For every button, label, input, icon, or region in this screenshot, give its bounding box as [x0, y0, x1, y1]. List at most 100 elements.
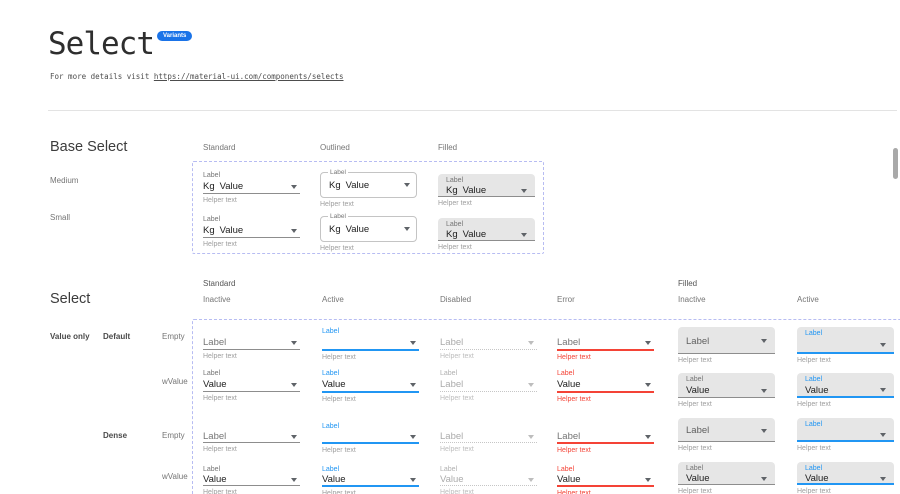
column-header-error: Error [557, 295, 575, 304]
group-header-filled: Filled [678, 279, 698, 288]
base-select-component-frame [192, 161, 544, 254]
helper-text: Helper text [203, 489, 237, 494]
helper-text: Helper text [440, 489, 474, 494]
row-label-wvalue: wValue [162, 377, 188, 386]
base-select-heading: Base Select [50, 139, 128, 155]
select-dense-disabled-empty: Label Helper text [440, 422, 537, 453]
select-filled-active-empty: Label Helper text [797, 327, 894, 364]
helper-text: Helper text [557, 490, 591, 494]
dropdown-arrow-icon [521, 232, 527, 237]
select-filled-inactive-value: Label Value Helper text [678, 373, 775, 408]
select-control[interactable]: Label [203, 431, 300, 443]
select-standard-disabled-empty: Label Helper text [440, 327, 537, 360]
select-control[interactable]: Label Value [678, 373, 775, 398]
dropdown-arrow-icon [645, 477, 651, 482]
select-standard-error-empty: Label Helper text [557, 327, 654, 361]
select-value: Value [686, 473, 710, 484]
row-label-small: Small [50, 213, 71, 222]
header-divider [48, 110, 897, 111]
base-filled-medium: Label Kg Value Helper text [438, 174, 535, 207]
select-standard-active-value: Label Value Helper text [322, 369, 419, 403]
select-control[interactable]: Label Kg Value [320, 213, 417, 242]
select-control[interactable]: Kg Value [203, 224, 300, 238]
helper-text: Helper text [322, 396, 356, 403]
select-control[interactable]: Label [797, 327, 894, 354]
select-filled-active-value: Label Value Helper text [797, 373, 894, 408]
select-value: Value [322, 379, 346, 390]
select-control[interactable]: Label Value [678, 462, 775, 485]
floating-label [203, 327, 300, 336]
select-control[interactable]: Label [678, 327, 775, 354]
select-control[interactable]: Value [322, 474, 419, 487]
floating-label: Label [203, 216, 221, 223]
select-value: Value [219, 181, 244, 192]
select-control[interactable] [322, 431, 419, 444]
select-control[interactable]: Label Kg Value [438, 218, 535, 241]
select-control[interactable]: Label [203, 336, 300, 350]
adornment: Kg [203, 181, 215, 192]
column-header-disabled: Disabled [440, 295, 472, 304]
dropdown-arrow-icon [880, 432, 886, 437]
select-placeholder: Label [203, 431, 227, 442]
select-value: Value [557, 379, 581, 390]
floating-label: Label [805, 465, 823, 472]
floating-label: Label [557, 466, 575, 473]
select-value: Value [322, 474, 346, 485]
select-control[interactable]: Label Kg Value [438, 174, 535, 197]
select-dense-error-empty: Label Helper text [557, 422, 654, 454]
select-filled-inactive-empty: Label Helper text [678, 327, 775, 364]
select-dense-active-empty: Label Helper text [322, 422, 419, 454]
select-control[interactable]: Value [203, 474, 300, 486]
floating-label: Label [805, 330, 823, 337]
select-control[interactable]: Label [678, 418, 775, 442]
dropdown-arrow-icon [291, 434, 297, 439]
dropdown-arrow-icon [645, 382, 651, 387]
select-control[interactable]: Label [557, 431, 654, 444]
select-control: Label [440, 378, 537, 392]
floating-label: Label [322, 466, 340, 473]
select-control[interactable]: Value [322, 378, 419, 393]
select-value: Value [462, 229, 487, 240]
dropdown-arrow-icon [410, 434, 416, 439]
select-control[interactable]: Value [557, 378, 654, 393]
adornment: Kg [329, 223, 341, 235]
base-standard-small: Label Kg Value Helper text [203, 215, 300, 248]
select-control[interactable] [322, 336, 419, 351]
select-control[interactable]: Kg Value [203, 180, 300, 194]
column-header-filled-inactive: Inactive [678, 295, 706, 304]
helper-text: Helper text [438, 244, 472, 251]
select-dense-inactive-value: Label Value Helper text [203, 465, 300, 494]
dropdown-arrow-icon [291, 184, 297, 189]
select-value: Value [219, 225, 244, 236]
select-placeholder: Label [440, 337, 464, 348]
dropdown-arrow-icon [291, 228, 297, 233]
dropdown-arrow-icon [761, 388, 767, 393]
floating-label: Label [322, 328, 340, 335]
floating-label: Label [322, 370, 340, 377]
select-control[interactable]: Label [557, 336, 654, 351]
select-control: Label [440, 336, 537, 350]
select-control[interactable]: Value [203, 378, 300, 392]
select-control[interactable]: Label Value [797, 373, 894, 398]
select-control[interactable]: Label Kg Value [320, 169, 417, 198]
helper-text: Helper text [322, 490, 356, 494]
select-value: Value [203, 474, 227, 485]
floating-label [557, 327, 654, 336]
helper-text: Helper text [320, 201, 354, 208]
docs-link[interactable]: https://material-ui.com/components/selec… [153, 72, 344, 81]
base-filled-small: Label Kg Value Helper text [438, 218, 535, 251]
helper-text: Helper text [557, 447, 591, 454]
select-control[interactable]: Label [797, 418, 894, 442]
select-value: Value [805, 473, 829, 484]
vertical-scrollbar[interactable] [893, 148, 898, 179]
dropdown-arrow-icon [528, 340, 534, 345]
select-control[interactable]: Value [557, 474, 654, 487]
select-dense-disabled-value: Label Value Helper text [440, 465, 537, 494]
select-dense-filled-active-empty: Label Helper text [797, 418, 894, 452]
select-placeholder: Label [686, 425, 710, 436]
floating-label: Label [557, 370, 575, 377]
dropdown-arrow-icon [410, 340, 416, 345]
floating-label: Label [203, 370, 221, 377]
select-value: Value [462, 185, 487, 196]
select-control[interactable]: Label Value [797, 462, 894, 485]
